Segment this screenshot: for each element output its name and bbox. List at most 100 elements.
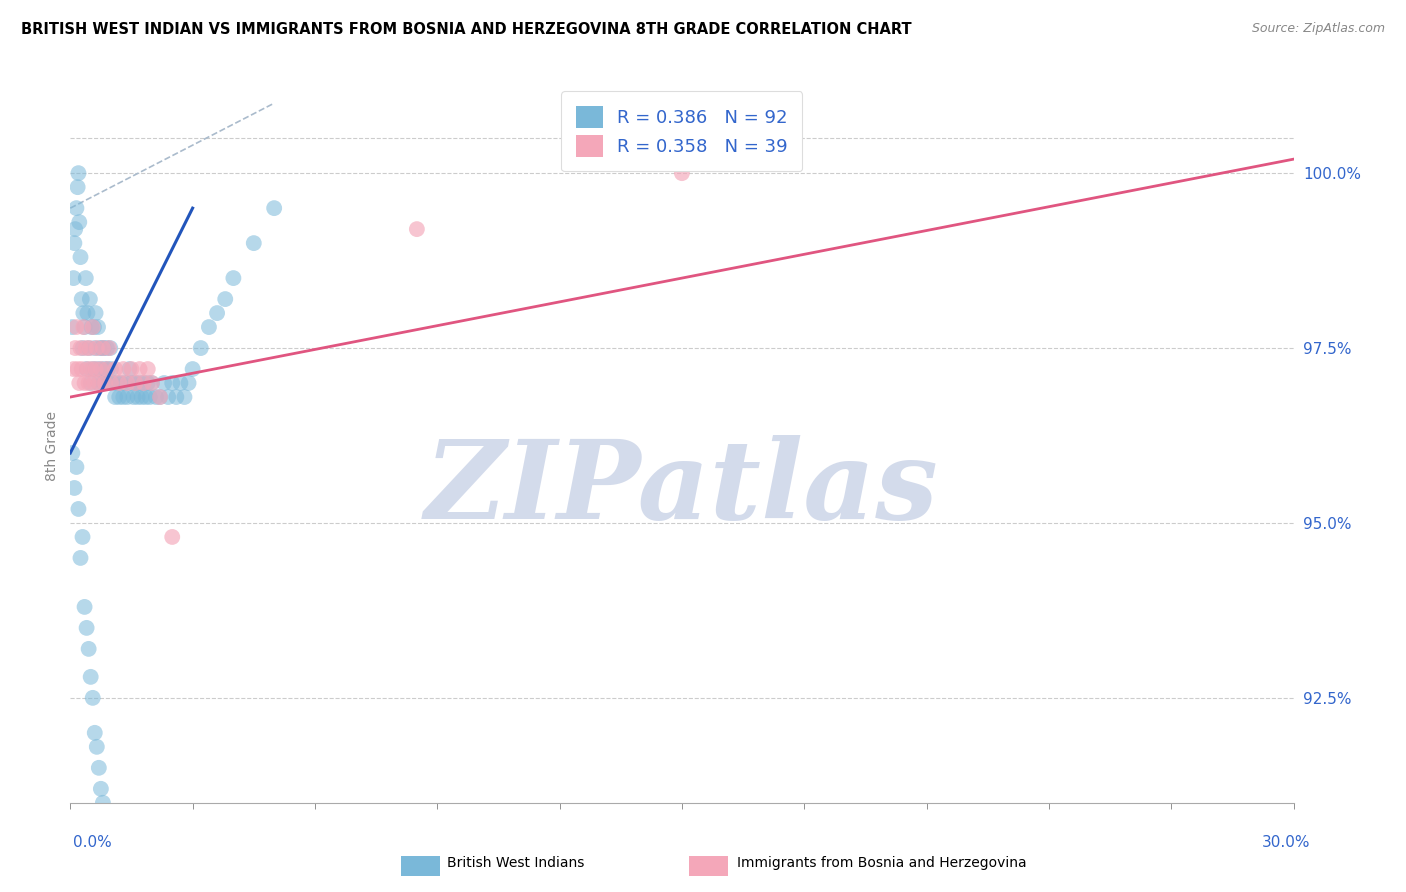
Legend: R = 0.386   N = 92, R = 0.358   N = 39: R = 0.386 N = 92, R = 0.358 N = 39 xyxy=(561,91,803,171)
Point xyxy=(165,390,187,404)
Point xyxy=(112,390,135,404)
Point xyxy=(67,376,90,390)
Point xyxy=(79,341,101,355)
Point xyxy=(91,376,114,390)
Point xyxy=(86,341,108,355)
Text: 30.0%: 30.0% xyxy=(1263,836,1310,850)
Point xyxy=(60,446,83,460)
Point xyxy=(128,376,150,390)
Point xyxy=(93,341,115,355)
Point xyxy=(136,376,159,390)
Point xyxy=(105,376,128,390)
Point xyxy=(87,376,110,390)
Point xyxy=(82,362,104,376)
Point xyxy=(76,621,98,635)
Point xyxy=(83,341,105,355)
Point xyxy=(169,376,191,390)
Point xyxy=(63,236,86,251)
Point xyxy=(117,390,139,404)
Text: Source: ZipAtlas.com: Source: ZipAtlas.com xyxy=(1251,22,1385,36)
Point xyxy=(83,376,105,390)
Point xyxy=(73,320,96,334)
Point xyxy=(222,271,245,285)
Point xyxy=(214,292,236,306)
Point xyxy=(87,761,110,775)
Point xyxy=(135,390,157,404)
Point xyxy=(98,341,121,355)
Point xyxy=(83,320,105,334)
Text: BRITISH WEST INDIAN VS IMMIGRANTS FROM BOSNIA AND HERZEGOVINA 8TH GRADE CORRELAT: BRITISH WEST INDIAN VS IMMIGRANTS FROM B… xyxy=(21,22,911,37)
Point xyxy=(72,320,94,334)
Point xyxy=(96,376,118,390)
Point xyxy=(108,376,131,390)
Point xyxy=(118,362,141,376)
Point xyxy=(190,341,212,355)
Point xyxy=(87,376,110,390)
Point xyxy=(124,376,146,390)
Point xyxy=(83,726,105,740)
Point xyxy=(101,376,124,390)
Point xyxy=(124,376,146,390)
Point xyxy=(263,201,285,215)
Point xyxy=(132,376,155,390)
Text: 0.0%: 0.0% xyxy=(73,836,112,850)
Point xyxy=(66,362,89,376)
Y-axis label: 8th Grade: 8th Grade xyxy=(45,411,59,481)
Point xyxy=(65,320,87,334)
Point xyxy=(671,166,693,180)
Point xyxy=(153,376,176,390)
Point xyxy=(110,376,132,390)
Point xyxy=(69,250,91,264)
Point xyxy=(63,341,86,355)
Point xyxy=(127,390,149,404)
Point xyxy=(75,341,97,355)
Point xyxy=(63,481,86,495)
Point xyxy=(91,341,114,355)
Point xyxy=(82,320,104,334)
Point xyxy=(79,292,101,306)
Point xyxy=(96,341,118,355)
Text: ZIPatlas: ZIPatlas xyxy=(425,435,939,542)
Point xyxy=(62,271,84,285)
Point xyxy=(79,670,103,684)
Point xyxy=(62,362,84,376)
Point xyxy=(108,390,131,404)
Text: Immigrants from Bosnia and Herzegovina: Immigrants from Bosnia and Herzegovina xyxy=(737,856,1026,871)
Point xyxy=(86,739,108,754)
Point xyxy=(69,341,91,355)
Point xyxy=(89,341,111,355)
Point xyxy=(77,341,100,355)
Point xyxy=(100,362,122,376)
Point xyxy=(72,341,94,355)
Point xyxy=(104,390,127,404)
Point xyxy=(97,362,120,376)
Point xyxy=(90,362,112,376)
Point xyxy=(91,796,114,810)
Point xyxy=(82,690,104,705)
Point xyxy=(76,306,98,320)
Point xyxy=(98,341,121,355)
Point xyxy=(157,390,180,404)
Point xyxy=(162,530,183,544)
Point xyxy=(122,390,145,404)
Point xyxy=(77,641,100,656)
Point xyxy=(79,376,103,390)
Point xyxy=(162,376,183,390)
Point xyxy=(73,599,96,614)
Point xyxy=(72,530,94,544)
Point xyxy=(173,390,195,404)
Point xyxy=(76,362,98,376)
Point xyxy=(177,376,200,390)
Point xyxy=(90,781,112,796)
Point xyxy=(94,362,117,376)
Point xyxy=(84,362,107,376)
Point xyxy=(114,376,136,390)
Point xyxy=(94,376,117,390)
Point xyxy=(69,550,91,565)
Point xyxy=(70,362,93,376)
Point xyxy=(67,166,90,180)
Point xyxy=(60,320,83,334)
Point xyxy=(72,306,94,320)
Point xyxy=(70,292,93,306)
Point xyxy=(65,460,87,475)
